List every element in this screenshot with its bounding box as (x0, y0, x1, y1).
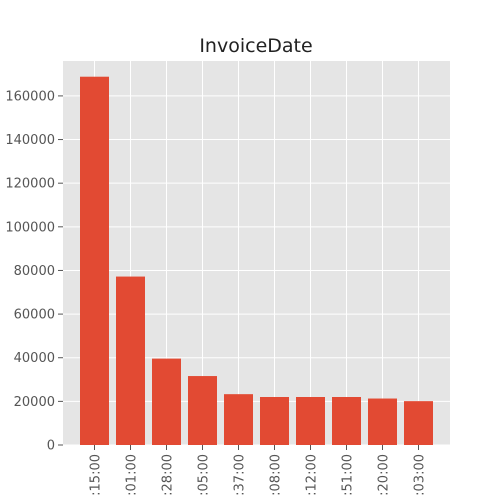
x-tick-label: :05:00 (197, 454, 212, 496)
y-tick-label: 140000 (5, 133, 55, 148)
x-tick-label: :08:00 (269, 454, 284, 496)
x-tick-label: :03:00 (413, 454, 428, 496)
x-tick-label: :01:00 (125, 454, 140, 496)
x-tick-label: :28:00 (161, 454, 176, 496)
x-tick-label: :15:00 (89, 454, 104, 496)
y-tick-label: 80000 (14, 264, 55, 279)
bars (80, 76, 433, 445)
bar (296, 397, 325, 445)
x-tick-label: :20:00 (377, 454, 392, 496)
bar (260, 397, 289, 445)
y-axis-ticks: 0 20000 40000 60000 80000 100000 120000 140000 1… (5, 89, 63, 454)
y-tick-label: 40000 (14, 351, 55, 366)
x-axis-ticks: :15:00 :01:00 :28:00 :05:00 :37:00 :08:00 :12:… (89, 445, 428, 496)
y-tick-label: 0 (47, 439, 55, 454)
y-tick-label: 60000 (14, 308, 55, 323)
bar (116, 276, 145, 445)
bar (188, 376, 217, 445)
y-tick-label: 160000 (5, 89, 55, 104)
bar (368, 398, 397, 445)
chart-title: InvoiceDate (199, 35, 312, 57)
y-tick-label: 100000 (5, 220, 55, 235)
bar (224, 394, 253, 445)
bar (152, 358, 181, 445)
y-tick-label: 120000 (5, 177, 55, 192)
bar (404, 401, 433, 445)
x-tick-label: :37:00 (233, 454, 248, 496)
y-tick-label: 20000 (14, 395, 55, 410)
bar (80, 76, 109, 445)
x-tick-label: :51:00 (341, 454, 356, 496)
bar (332, 397, 361, 445)
x-tick-label: :12:00 (305, 454, 320, 496)
